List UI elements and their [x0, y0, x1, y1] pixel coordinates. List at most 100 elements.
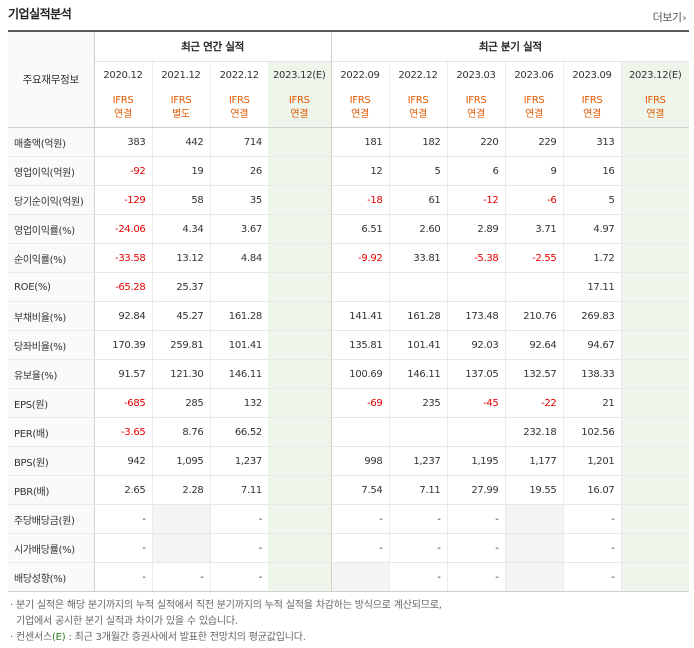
- table-cell: [620, 185, 689, 215]
- period-header: 2023.12(E): [620, 61, 689, 88]
- table-row: 영업이익(억원) -92 19 26 12 5 6 9 16: [8, 156, 689, 186]
- table-cell: [620, 243, 689, 273]
- table-cell: 313: [562, 127, 621, 157]
- period-header: 2023.09: [562, 61, 621, 88]
- basis-standard: IFRS: [644, 94, 666, 106]
- table-cell: 7.11: [388, 475, 447, 505]
- table-cell: [330, 562, 389, 592]
- table-row: 영업이익률(%) -24.06 4.34 3.67 6.51 2.60 2.89 3.71 4.…: [8, 214, 689, 244]
- basis-scope: 연결: [583, 108, 601, 120]
- table-cell: -22: [504, 388, 563, 418]
- table-cell: [446, 272, 505, 302]
- basis-header: IFRS 연결: [94, 88, 152, 128]
- table-cell: 35: [209, 185, 268, 215]
- table-cell: -: [562, 533, 621, 563]
- table-cell: -129: [94, 185, 152, 215]
- basis-standard: IFRS: [288, 94, 310, 106]
- table-cell: [209, 272, 268, 302]
- table-cell: 27.99: [446, 475, 505, 505]
- table-cell: 141.41: [330, 301, 389, 331]
- basis-scope: 연결: [230, 108, 249, 120]
- table-cell: -3.65: [94, 417, 152, 447]
- basis-scope: 연결: [351, 108, 369, 120]
- table-cell: [620, 446, 689, 476]
- table-row: PER(배) -3.65 8.76 66.52 232.18 102.56: [8, 417, 689, 447]
- row-label: PBR(배): [8, 475, 95, 505]
- more-link[interactable]: 더보기›: [652, 9, 687, 25]
- table-cell: [620, 562, 689, 592]
- table-cell: [504, 272, 563, 302]
- table-cell: 4.84: [209, 243, 268, 273]
- table-cell: 138.33: [562, 359, 621, 389]
- basis-standard: IFRS: [349, 94, 371, 106]
- table-cell: [620, 359, 689, 389]
- period-header: 2023.06: [504, 61, 563, 88]
- table-cell: 102.56: [562, 417, 621, 447]
- basis-scope: 연결: [409, 108, 427, 120]
- table-cell: 100.69: [330, 359, 389, 389]
- table-cell: 16: [562, 156, 621, 186]
- table-cell: 7.54: [330, 475, 389, 505]
- table-cell: 8.76: [151, 417, 210, 447]
- table-cell: -12: [446, 185, 505, 215]
- table-cell: -: [209, 504, 268, 534]
- group-quarter-header: 최근 분기 실적: [331, 30, 689, 62]
- table-cell: -45: [446, 388, 505, 418]
- table-cell: [620, 330, 689, 360]
- table-cell: 442: [151, 127, 210, 157]
- table-row: PBR(배) 2.65 2.28 7.11 7.54 7.11 27.99 19.55 16.0…: [8, 475, 689, 505]
- table-row: BPS(원) 942 1,095 1,237 998 1,237 1,195 1,177 1,2…: [8, 446, 689, 476]
- table-cell: [268, 272, 332, 302]
- table-cell: [504, 533, 563, 563]
- table-cell: [268, 330, 332, 360]
- table-cell: 6.51: [330, 214, 389, 244]
- table-cell: [620, 475, 689, 505]
- table-cell: 19: [151, 156, 210, 186]
- table-cell: [268, 359, 332, 389]
- table-cell: -: [94, 533, 152, 563]
- period-header: 2022.12: [209, 61, 268, 88]
- table-cell: -: [446, 504, 505, 534]
- table-cell: [620, 417, 689, 447]
- basis-header: IFRS 연결: [268, 88, 332, 128]
- table-cell: 137.05: [446, 359, 505, 389]
- group-annual-header: 최근 연간 실적: [94, 30, 332, 62]
- table-cell: 3.67: [209, 214, 268, 244]
- table-cell: 1,237: [388, 446, 447, 476]
- table-row: 당기순이익(억원) -129 58 35 -18 61 -12 -6 5: [8, 185, 689, 215]
- table-cell: -: [446, 562, 505, 592]
- table-cell: 13.12: [151, 243, 210, 273]
- table-cell: -: [209, 562, 268, 592]
- basis-header: IFRS 연결: [209, 88, 268, 128]
- table-cell: -: [388, 562, 447, 592]
- table-cell: 4.34: [151, 214, 210, 244]
- table-cell: 2.89: [446, 214, 505, 244]
- table-cell: 135.81: [330, 330, 389, 360]
- table-cell: 121.30: [151, 359, 210, 389]
- table-cell: 16.07: [562, 475, 621, 505]
- financial-summary-table: 주요재무정보 최근 연간 실적 최근 분기 실적 2020.12 2021.12 2…: [8, 30, 689, 592]
- table-cell: -33.58: [94, 243, 152, 273]
- row-label: BPS(원): [8, 446, 95, 476]
- table-cell: [268, 214, 332, 244]
- table-cell: 232.18: [504, 417, 563, 447]
- table-cell: 210.76: [504, 301, 563, 331]
- table-cell: [268, 475, 332, 505]
- basis-standard: IFRS: [465, 94, 487, 106]
- more-label: 더보기: [652, 11, 682, 24]
- basis-standard: IFRS: [523, 94, 545, 106]
- table-cell: [446, 417, 505, 447]
- table-cell: [268, 301, 332, 331]
- table-cell: [620, 272, 689, 302]
- table-cell: 101.41: [209, 330, 268, 360]
- table-cell: 92.03: [446, 330, 505, 360]
- footnotes: · 분기 실적은 해당 분기까지의 누적 실적에서 직전 분기까지의 누적 실적…: [10, 598, 442, 646]
- basis-header: IFRS 별도: [151, 88, 210, 128]
- table-row: ROE(%) -65.28 25.37 17.11: [8, 272, 689, 302]
- footnote-quarter: · 분기 실적은 해당 분기까지의 누적 실적에서 직전 분기까지의 누적 실적…: [10, 600, 442, 611]
- table-cell: 1,177: [504, 446, 563, 476]
- table-row: 주당배당금(원) - - - - - -: [8, 504, 689, 534]
- table-cell: -685: [94, 388, 152, 418]
- basis-standard: IFRS: [407, 94, 429, 106]
- table-cell: [504, 504, 563, 534]
